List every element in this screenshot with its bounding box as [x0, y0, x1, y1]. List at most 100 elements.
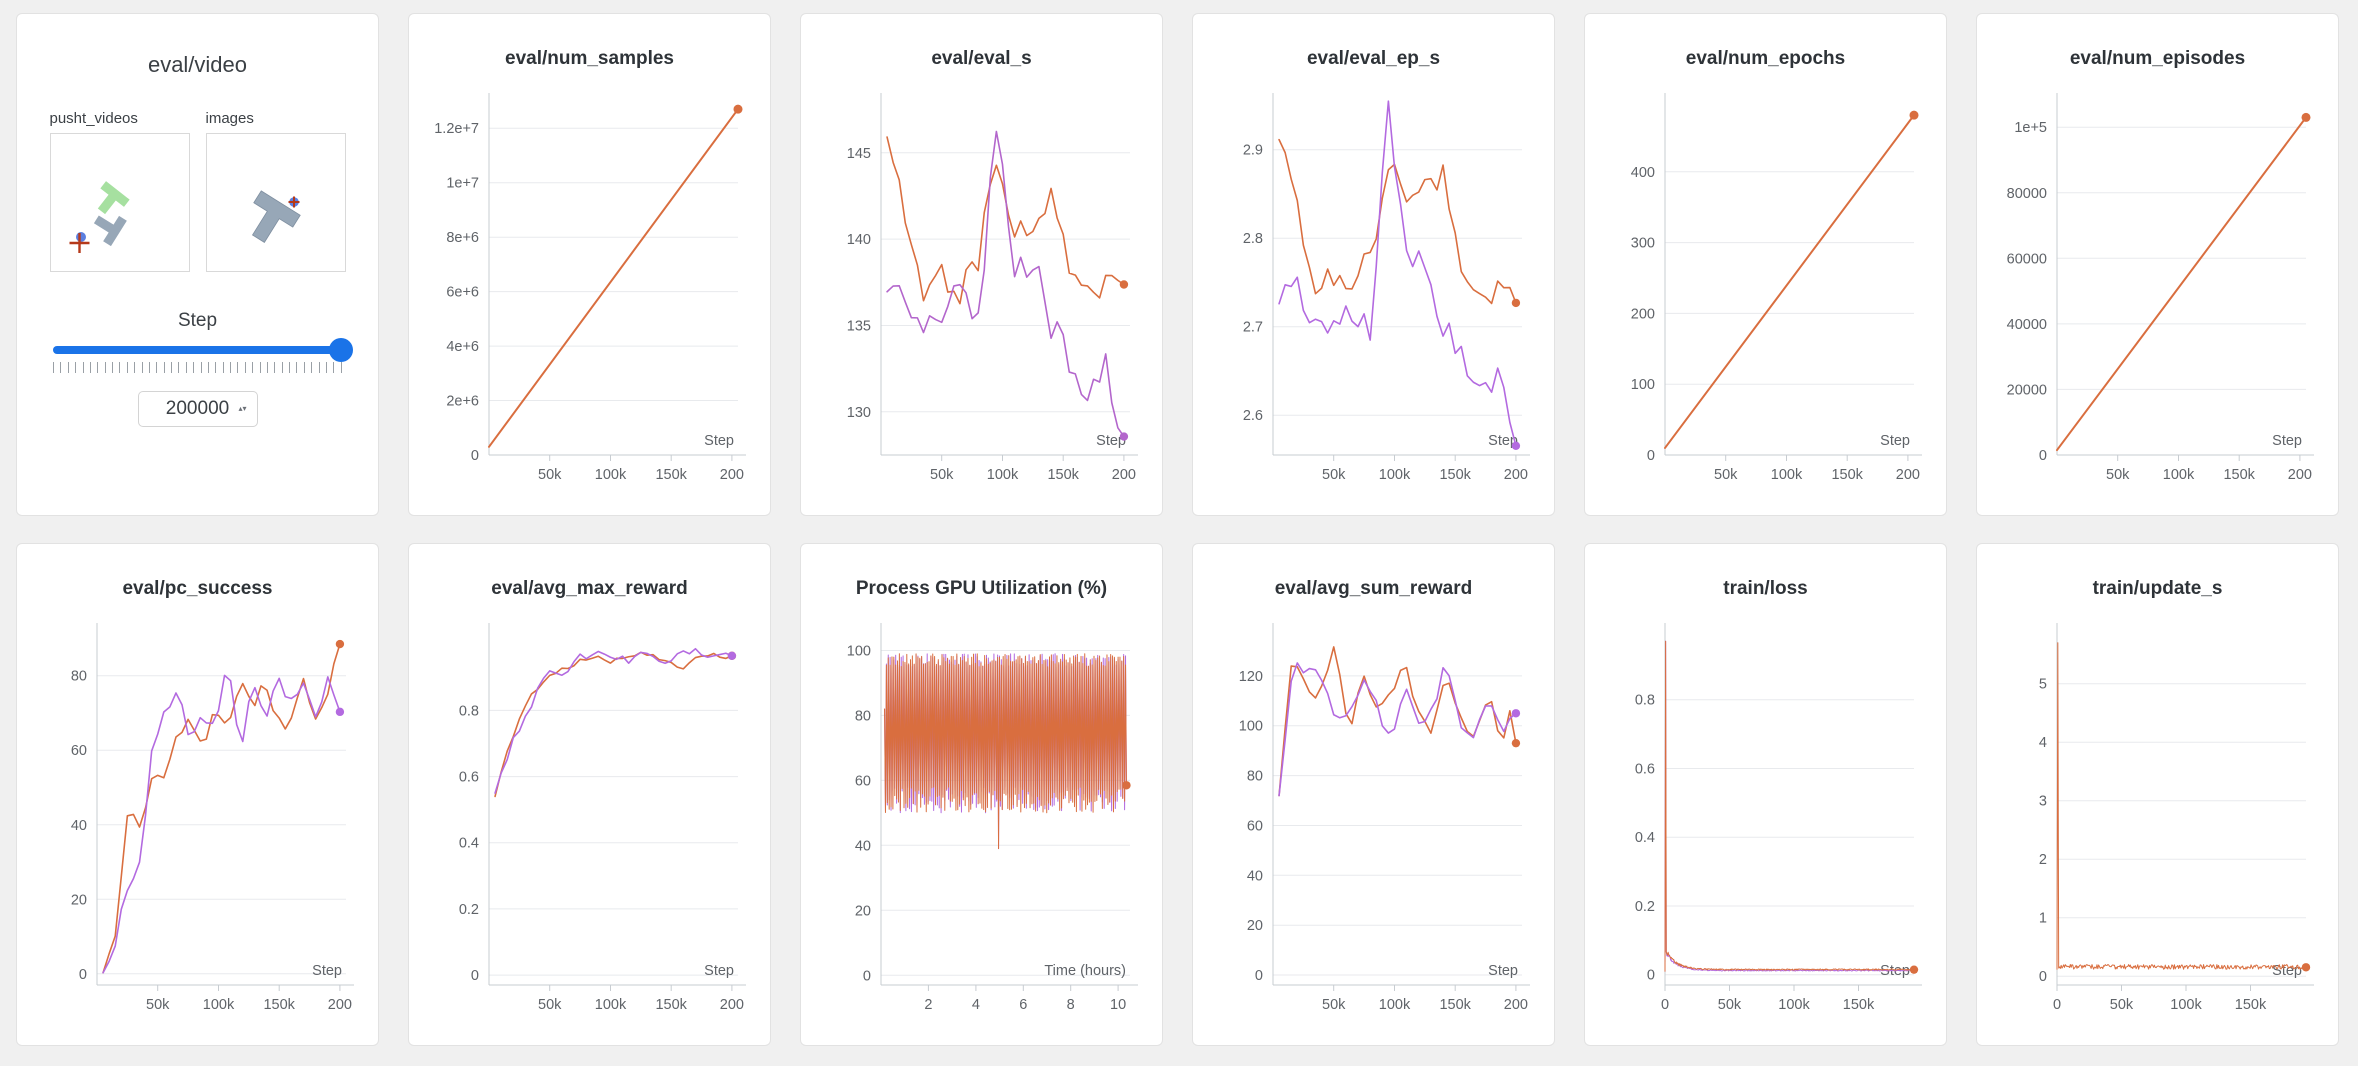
svg-text:200: 200 [1896, 467, 1920, 483]
svg-text:20: 20 [71, 892, 87, 908]
svg-text:100k: 100k [2170, 997, 2202, 1013]
svg-text:0.6: 0.6 [459, 770, 479, 786]
svg-text:0.4: 0.4 [1635, 830, 1655, 846]
svg-text:Time (hours): Time (hours) [1044, 963, 1126, 979]
svg-text:150k: 150k [1439, 467, 1471, 483]
svg-text:0.8: 0.8 [1635, 693, 1655, 709]
svg-text:300: 300 [1631, 236, 1655, 252]
svg-text:50k: 50k [1322, 997, 1346, 1013]
svg-text:100k: 100k [1778, 997, 1810, 1013]
svg-text:0: 0 [2053, 997, 2061, 1013]
svg-text:150k: 150k [2223, 467, 2255, 483]
svg-text:150k: 150k [655, 467, 687, 483]
svg-text:0: 0 [471, 968, 479, 984]
svg-text:200: 200 [720, 467, 744, 483]
svg-text:0: 0 [1647, 968, 1655, 984]
svg-text:60: 60 [855, 773, 871, 789]
svg-text:20: 20 [1247, 918, 1263, 934]
svg-text:0.6: 0.6 [1635, 762, 1655, 778]
svg-text:50k: 50k [1718, 997, 1742, 1013]
svg-text:80: 80 [1247, 769, 1263, 785]
svg-text:4e+6: 4e+6 [446, 339, 479, 355]
svg-text:Step: Step [2272, 433, 2302, 449]
svg-text:0.2: 0.2 [1635, 899, 1655, 915]
svg-text:135: 135 [847, 319, 871, 335]
svg-text:80000: 80000 [2007, 186, 2047, 202]
svg-text:50k: 50k [146, 997, 170, 1013]
svg-text:200: 200 [1504, 467, 1528, 483]
svg-text:3: 3 [2039, 794, 2047, 810]
svg-text:2: 2 [2039, 852, 2047, 868]
svg-text:100k: 100k [1771, 467, 1803, 483]
svg-text:150k: 150k [655, 997, 687, 1013]
svg-text:5: 5 [2039, 677, 2047, 693]
svg-text:100k: 100k [595, 467, 627, 483]
svg-text:100k: 100k [1379, 997, 1411, 1013]
svg-text:200: 200 [1504, 997, 1528, 1013]
svg-text:2.9: 2.9 [1243, 143, 1263, 159]
svg-text:6: 6 [1019, 997, 1027, 1013]
svg-text:40: 40 [855, 838, 871, 854]
svg-text:50k: 50k [930, 467, 954, 483]
svg-text:50k: 50k [538, 467, 562, 483]
svg-text:40: 40 [71, 818, 87, 834]
svg-text:0: 0 [79, 967, 87, 983]
svg-text:2.8: 2.8 [1243, 231, 1263, 247]
svg-text:80: 80 [855, 708, 871, 724]
svg-text:200: 200 [720, 997, 744, 1013]
svg-text:200: 200 [328, 997, 352, 1013]
svg-text:150k: 150k [2235, 997, 2267, 1013]
svg-text:50k: 50k [1714, 467, 1738, 483]
svg-text:0: 0 [1255, 968, 1263, 984]
svg-text:1e+7: 1e+7 [446, 176, 479, 192]
svg-text:2.6: 2.6 [1243, 408, 1263, 424]
svg-text:2e+6: 2e+6 [446, 394, 479, 410]
svg-text:120: 120 [1239, 669, 1263, 685]
svg-text:0: 0 [1647, 448, 1655, 464]
svg-text:400: 400 [1631, 165, 1655, 181]
svg-text:40: 40 [1247, 868, 1263, 884]
svg-text:100k: 100k [2163, 467, 2195, 483]
svg-text:6e+6: 6e+6 [446, 285, 479, 301]
svg-text:60000: 60000 [2007, 251, 2047, 267]
svg-text:0: 0 [1661, 997, 1669, 1013]
svg-text:145: 145 [847, 146, 871, 162]
svg-text:Step: Step [1880, 433, 1910, 449]
svg-text:150k: 150k [1439, 997, 1471, 1013]
svg-text:100: 100 [1631, 377, 1655, 393]
svg-text:Step: Step [312, 963, 342, 979]
svg-text:50k: 50k [538, 997, 562, 1013]
svg-text:100k: 100k [203, 997, 235, 1013]
svg-text:50k: 50k [1322, 467, 1346, 483]
svg-text:20000: 20000 [2007, 382, 2047, 398]
svg-text:200: 200 [2288, 467, 2312, 483]
svg-text:1.2e+7: 1.2e+7 [434, 121, 479, 137]
svg-text:60: 60 [71, 743, 87, 759]
svg-text:40000: 40000 [2007, 317, 2047, 333]
svg-text:100: 100 [847, 644, 871, 660]
svg-text:1e+5: 1e+5 [2014, 120, 2047, 136]
svg-text:20: 20 [855, 903, 871, 919]
svg-text:150k: 150k [1047, 467, 1079, 483]
svg-text:4: 4 [972, 997, 980, 1013]
svg-text:1: 1 [2039, 911, 2047, 927]
svg-text:0: 0 [471, 448, 479, 464]
svg-text:0: 0 [2039, 969, 2047, 985]
svg-text:0.4: 0.4 [459, 836, 479, 852]
svg-text:4: 4 [2039, 735, 2047, 751]
svg-text:80: 80 [71, 669, 87, 685]
svg-text:50k: 50k [2106, 467, 2130, 483]
svg-text:0: 0 [863, 968, 871, 984]
svg-text:50k: 50k [2110, 997, 2134, 1013]
svg-text:8: 8 [1067, 997, 1075, 1013]
svg-text:150k: 150k [1843, 997, 1875, 1013]
svg-text:130: 130 [847, 405, 871, 421]
svg-text:150k: 150k [1831, 467, 1863, 483]
svg-text:100k: 100k [595, 997, 627, 1013]
svg-text:0.2: 0.2 [459, 902, 479, 918]
svg-text:100k: 100k [987, 467, 1019, 483]
svg-text:8e+6: 8e+6 [446, 230, 479, 246]
svg-text:150k: 150k [263, 997, 295, 1013]
svg-text:0: 0 [2039, 448, 2047, 464]
svg-text:60: 60 [1247, 819, 1263, 835]
